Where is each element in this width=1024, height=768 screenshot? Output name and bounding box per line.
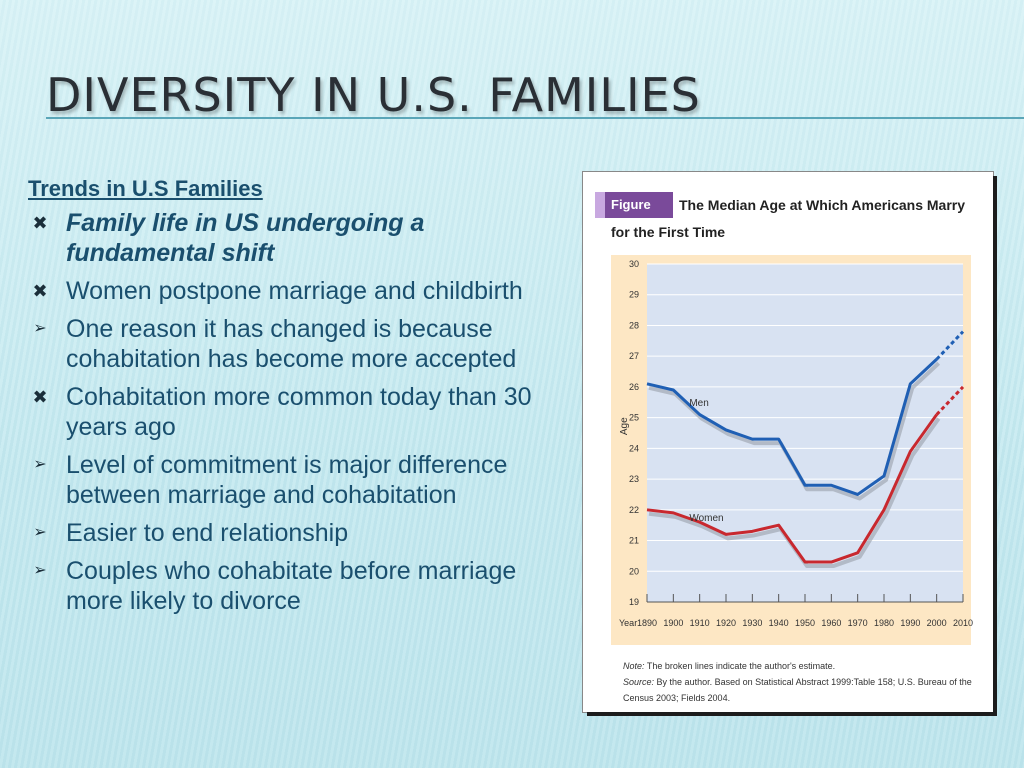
y-tick-label: 24 — [629, 443, 639, 453]
x-tick-label: 1920 — [716, 618, 736, 628]
x-tick-label: 1930 — [742, 618, 762, 628]
x-tick-label: 1990 — [900, 618, 920, 628]
y-tick-label: 22 — [629, 505, 639, 515]
y-tick-label: 29 — [629, 290, 639, 300]
y-tick-label: 21 — [629, 536, 639, 546]
x-tick-label: 1910 — [690, 618, 710, 628]
y-tick-label: 19 — [629, 597, 639, 607]
slide-title: Diversity in U.S. Families — [46, 68, 701, 122]
arrow-bullet-icon: ➢ — [33, 320, 47, 337]
x-tick-label: 1940 — [769, 618, 789, 628]
bullet-text: Couples who cohabitate before marriage m… — [66, 557, 517, 615]
title-underline — [46, 117, 1024, 119]
x-tick-label: 1970 — [848, 618, 868, 628]
series-label: Women — [689, 513, 723, 524]
x-tick-label: 1960 — [821, 618, 841, 628]
x-tick-label: 2010 — [953, 618, 973, 628]
note-line: Note: The broken lines indicate the auth… — [623, 658, 993, 674]
x-tick-label: 1980 — [874, 618, 894, 628]
series-estimate-women — [935, 385, 965, 416]
bullet-item: ➢ One reason it has changed is because c… — [28, 314, 558, 374]
y-tick-label: 26 — [629, 382, 639, 392]
bullet-text: Easier to end relationship — [66, 519, 349, 547]
subheading: Trends in U.S Families — [28, 176, 263, 201]
x-tick-label: 1890 — [637, 618, 657, 628]
arrow-bullet-icon: ➢ — [33, 562, 47, 579]
x-mark-icon: ✖ — [32, 281, 48, 301]
bullet-text: One reason it has changed is because coh… — [66, 315, 517, 373]
slide-content: Trends in U.S Families ✖ Family life in … — [28, 176, 558, 624]
bullet-item: ✖ Family life in US undergoing a fundame… — [28, 208, 558, 268]
source-line: Source: By the author. Based on Statisti… — [623, 674, 993, 706]
arrow-bullet-icon: ➢ — [33, 524, 47, 541]
bullet-item: ✖ Women postpone marriage and childbirth — [28, 276, 558, 306]
note-text: The broken lines indicate the author's e… — [646, 661, 836, 671]
figure-title-line2: for the First Time — [611, 224, 726, 240]
note-label: Note: — [623, 661, 645, 671]
figure-panel: Figure 16.7 The Median Age at Which Amer… — [583, 172, 993, 712]
figure-title: The Median Age at Which Americans Marry — [679, 197, 966, 213]
y-tick-label: 23 — [629, 474, 639, 484]
bullet-item: ➢ Level of commitment is major differenc… — [28, 450, 558, 510]
bullet-list: ✖ Family life in US undergoing a fundame… — [28, 208, 558, 616]
bullet-text: Women postpone marriage and childbirth — [66, 277, 523, 305]
y-tick-label: 25 — [629, 413, 639, 423]
bullet-text: Family life in US undergoing a fundament… — [66, 209, 425, 267]
y-tick-label: 20 — [629, 566, 639, 576]
series-line-men — [646, 358, 938, 496]
x-tick-label: 1950 — [795, 618, 815, 628]
plot-area — [647, 264, 963, 602]
bullet-item: ✖ Cohabitation more common today than 30… — [28, 382, 558, 442]
y-tick-label: 28 — [629, 320, 639, 330]
bullet-text: Level of commitment is major difference … — [66, 451, 508, 509]
source-text: By the author. Based on Statistical Abst… — [623, 677, 972, 703]
x-tick-label: 1900 — [663, 618, 683, 628]
y-tick-label: 27 — [629, 351, 639, 361]
figure-label: Figure 16.7 — [595, 192, 673, 238]
bullet-item: ➢ Couples who cohabitate before marriage… — [28, 556, 558, 616]
x-tick-label: 2000 — [927, 618, 947, 628]
series-estimate-men — [935, 330, 965, 361]
x-mark-icon: ✖ — [32, 387, 48, 407]
figure-notes: Note: The broken lines indicate the auth… — [623, 658, 993, 706]
y-axis-label: Age — [619, 417, 630, 435]
series-line-women — [646, 413, 938, 564]
y-tick-label: 30 — [629, 259, 639, 269]
series-label: Men — [689, 398, 708, 409]
x-axis-label: Year — [619, 618, 637, 628]
bullet-text: Cohabitation more common today than 30 y… — [66, 383, 532, 441]
bullet-item: ➢ Easier to end relationship — [28, 518, 558, 548]
source-label: Source: — [623, 677, 655, 687]
arrow-bullet-icon: ➢ — [33, 456, 47, 473]
x-mark-icon: ✖ — [32, 213, 48, 233]
